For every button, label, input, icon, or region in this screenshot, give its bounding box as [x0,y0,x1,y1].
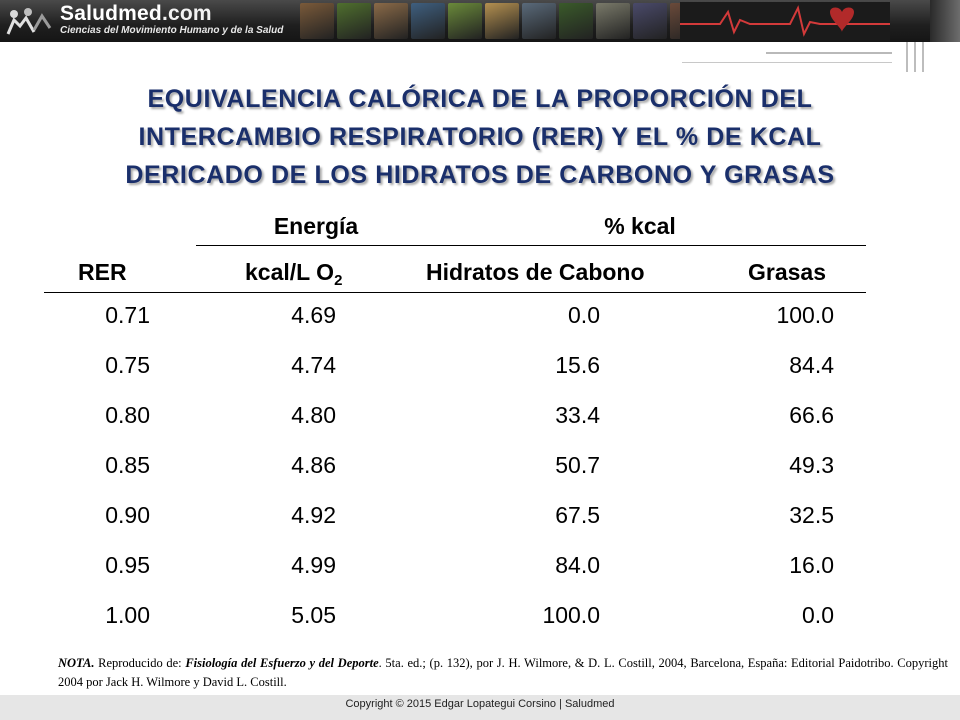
group-header-kcal-percent: % kcal [604,213,676,239]
banner-photo [633,3,667,39]
table-cell-carbs: 67.5 [555,502,600,528]
table-cell-kcal: 4.99 [291,552,336,578]
table-cell-fats: 84.4 [789,352,834,378]
title-line: INTERCAMBIO RESPIRATORIO (RER) Y EL % DE… [138,123,822,151]
table-cell-rer: 0.85 [105,452,150,478]
table-cell-fats: 100.0 [776,302,834,328]
table-cell-fats: 16.0 [789,552,834,578]
title-line: DERICADO DE LOS HIDRATOS DE CARBONO Y GR… [125,161,835,189]
banner-photo [448,3,482,39]
table-cell-kcal: 4.92 [291,502,336,528]
deco-line [906,42,908,72]
title-line: EQUIVALENCIA CALÓRICA DE LA PROPORCIÓN D… [147,85,813,113]
table-cell-rer: 0.95 [105,552,150,578]
note-text: Reproducido de: [94,656,186,670]
table-cell-carbs: 0.0 [568,302,600,328]
banner-photo [411,3,445,39]
column-header-fats: Grasas [748,259,827,285]
banner-photo [522,3,556,39]
banner-photo [300,3,334,39]
table-cell-carbs: 84.0 [555,552,600,578]
copyright-footer: Copyright © 2015 Edgar Lopategui Corsino… [0,695,960,720]
table-cell-carbs: 15.6 [555,352,600,378]
runner-logo-icon [6,8,52,35]
page-title: EQUIVALENCIA CALÓRICA DE LA PROPORCIÓN D… [20,80,940,194]
photo-strip [300,3,741,39]
note-text: . 5ta. ed.; (p. 132), por J. H. Wilmore,… [58,656,948,689]
table-cell-fats: 66.6 [789,402,834,428]
table-cell-kcal: 4.69 [291,302,336,328]
table-cell-carbs: 100.0 [542,602,600,628]
note-label: NOTA. [58,656,95,670]
site-banner: Saludmed.com Ciencias del Movimiento Hum… [0,0,960,42]
note-book-title: Fisiología del Esfuerzo y del Deporte [185,656,379,670]
banner-photo [559,3,593,39]
table-cell-kcal: 4.80 [291,402,336,428]
banner-photo [337,3,371,39]
table-cell-rer: 0.71 [105,302,150,328]
brand-name: Saludmed.com [60,2,212,25]
table-cell-fats: 0.0 [802,602,834,628]
column-header-rer: RER [78,259,127,285]
table-cell-rer: 0.75 [105,352,150,378]
column-header-kcal-per-liter: kcal/L O2 [245,259,343,289]
group-header-rule [196,245,866,246]
table-cell-rer: 0.80 [105,402,150,428]
decorative-lines [586,42,946,72]
table-cell-carbs: 50.7 [555,452,600,478]
source-note: NOTA. Reproducido de: Fisiología del Esf… [58,654,948,692]
deco-line [922,42,924,72]
table-cell-kcal: 4.74 [291,352,336,378]
ekg-heart-icon [680,2,890,40]
brand-tagline: Ciencias del Movimiento Humano y de la S… [60,25,284,36]
table-cell-fats: 32.5 [789,502,834,528]
table-cell-rer: 0.90 [105,502,150,528]
column-header-carbs: Hidratos de Cabono [426,259,645,285]
table-cell-kcal: 5.05 [291,602,336,628]
table-cell-rer: 1.00 [105,602,150,628]
table-cell-kcal: 4.86 [291,452,336,478]
group-header-energy: Energía [273,213,359,239]
banner-photo [596,3,630,39]
column-header-rule [44,292,866,293]
deco-line [682,62,892,63]
banner-photo [374,3,408,39]
deco-line [766,52,892,54]
table-cell-fats: 49.3 [789,452,834,478]
site-logo[interactable]: Saludmed.com Ciencias del Movimiento Hum… [4,2,294,40]
banner-photo [485,3,519,39]
banner-edge [930,0,960,42]
table-cell-carbs: 33.4 [555,402,600,428]
deco-line [914,42,916,72]
